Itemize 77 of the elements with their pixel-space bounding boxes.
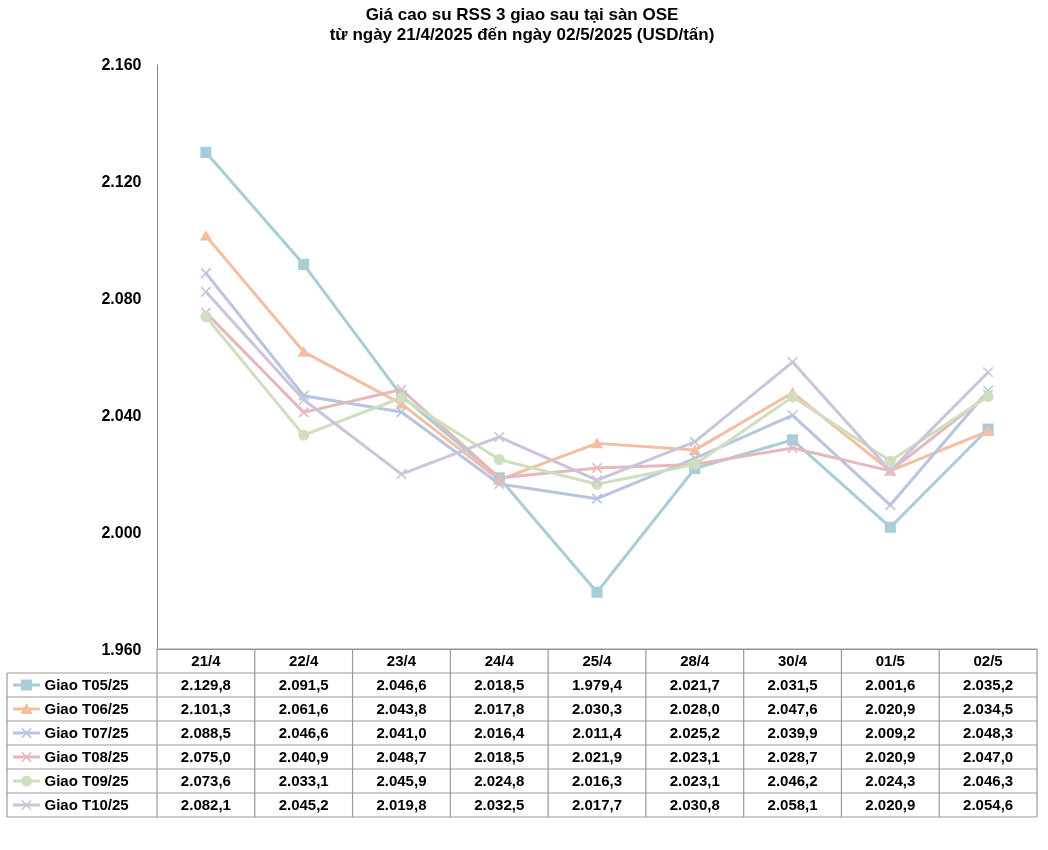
y-tick-label: 2.000 (101, 523, 142, 541)
data-label: 2.045,2 (278, 796, 329, 813)
data-label: 2.024,8 (474, 772, 525, 789)
data-label: 2.129,8 (180, 676, 231, 693)
data-label: 2.020,9 (865, 700, 916, 717)
data-label: 2.054,6 (963, 796, 1014, 813)
x-tick-label: 23/4 (386, 652, 417, 669)
data-label: 2.048,3 (963, 724, 1014, 741)
y-tick-label: 2.160 (101, 55, 142, 73)
data-label: 2.043,8 (376, 700, 427, 717)
data-label: 2.001,6 (865, 676, 916, 693)
data-label: 2.047,0 (963, 748, 1014, 765)
data-label: 2.031,5 (767, 676, 818, 693)
y-tick-label: 2.080 (101, 289, 142, 307)
y-tick-label: 2.040 (101, 406, 142, 424)
x-tick-label: 01/5 (875, 652, 905, 669)
data-label: 2.017,7 (571, 796, 623, 813)
data-label: 2.058,1 (767, 796, 818, 813)
data-label: 2.016,4 (474, 724, 525, 741)
data-label: 2.024,3 (865, 772, 916, 789)
data-label: 2.032,5 (474, 796, 525, 813)
data-label: 1.979,4 (571, 676, 623, 693)
x-tick-label: 28/4 (680, 652, 711, 669)
data-label: 2.018,5 (474, 676, 525, 693)
data-label: 2.021,7 (669, 676, 720, 693)
data-label: 2.046,2 (767, 772, 818, 789)
chart-title: Giá cao su RSS 3 giao sau tại sàn OSE (365, 5, 679, 24)
data-label: 2.023,1 (669, 748, 720, 765)
data-label: 2.061,6 (278, 700, 329, 717)
data-label: 2.033,1 (278, 772, 329, 789)
data-label: 2.018,5 (474, 748, 525, 765)
data-label: 2.028,7 (767, 748, 818, 765)
data-label: 2.073,6 (180, 772, 231, 789)
data-label: 2.040,9 (278, 748, 329, 765)
legend-label: Giao T08/25 (44, 748, 129, 765)
legend-label: Giao T10/25 (44, 796, 129, 813)
data-label: 2.021,9 (571, 748, 623, 765)
data-label: 2.046,6 (376, 676, 427, 693)
data-label: 2.101,3 (180, 700, 231, 717)
data-label: 2.035,2 (963, 676, 1014, 693)
y-tick-label: 1.960 (101, 640, 142, 658)
data-label: 2.020,9 (865, 796, 916, 813)
legend-label: Giao T05/25 (44, 676, 129, 693)
data-label: 2.082,1 (180, 796, 231, 813)
x-tick-label: 02/5 (973, 652, 1003, 669)
data-label: 2.091,5 (278, 676, 329, 693)
x-tick-label: 25/4 (582, 652, 613, 669)
x-tick-label: 30/4 (777, 652, 808, 669)
x-tick-label: 22/4 (289, 652, 319, 669)
data-label: 2.023,1 (669, 772, 720, 789)
data-label: 2.016,3 (571, 772, 623, 789)
data-label: 2.030,3 (571, 700, 623, 717)
data-label: 2.034,5 (963, 700, 1014, 717)
data-label: 2.046,3 (963, 772, 1014, 789)
data-label: 2.019,8 (376, 796, 427, 813)
data-label: 2.009,2 (865, 724, 916, 741)
data-label: 2.028,0 (669, 700, 720, 717)
data-label: 2.030,8 (669, 796, 720, 813)
data-label: 2.039,9 (767, 724, 818, 741)
data-label: 2.045,9 (376, 772, 427, 789)
data-label: 2.075,0 (180, 748, 231, 765)
x-tick-label: 21/4 (191, 652, 222, 669)
data-label: 2.088,5 (180, 724, 231, 741)
data-label: 2.025,2 (669, 724, 720, 741)
data-label: 2.020,9 (865, 748, 916, 765)
legend-label: Giao T07/25 (44, 724, 129, 741)
data-label: 2.017,8 (474, 700, 525, 717)
data-label: 2.011,4 (572, 724, 623, 741)
y-tick-label: 2.120 (101, 172, 142, 190)
legend-label: Giao T09/25 (44, 772, 129, 789)
data-label: 2.046,6 (278, 724, 329, 741)
data-label: 2.047,6 (767, 700, 818, 717)
legend-label: Giao T06/25 (44, 700, 129, 717)
x-tick-label: 24/4 (484, 652, 515, 669)
data-label: 2.048,7 (376, 748, 427, 765)
chart-subtitle: từ ngày 21/4/2025 đến ngày 02/5/2025 (USD/tấn) (329, 25, 715, 44)
data-label: 2.041,0 (376, 724, 427, 741)
